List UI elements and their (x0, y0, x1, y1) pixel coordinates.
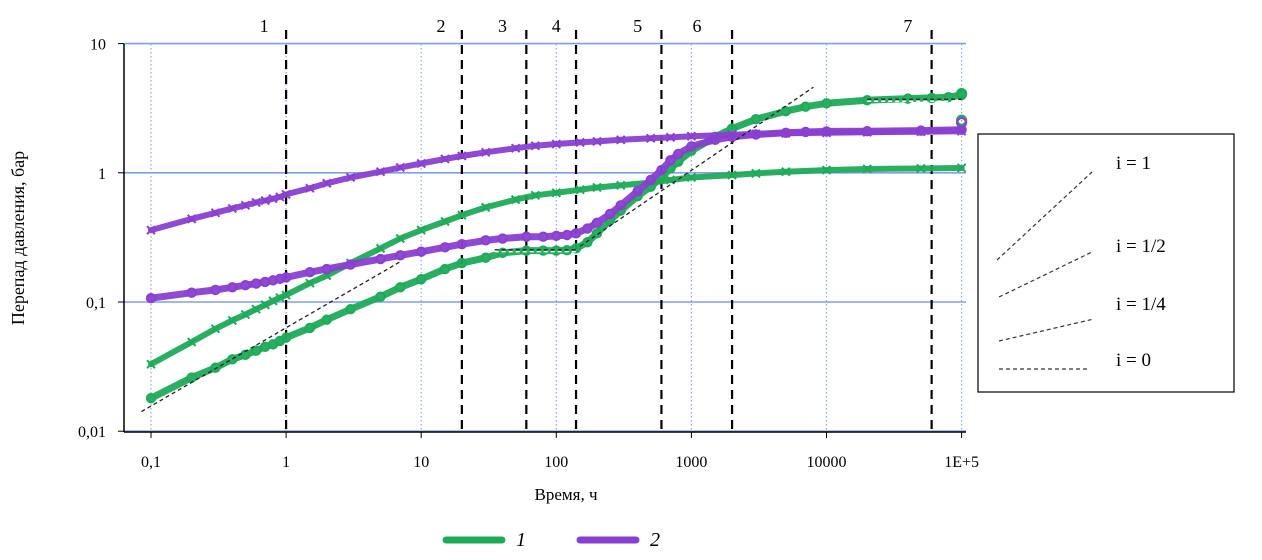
x-axis-label: Время, ч (534, 485, 597, 504)
zone-label: 7 (903, 16, 912, 36)
series-legend-label: 2 (650, 529, 660, 551)
x-tick-label: 1 (282, 454, 290, 471)
y-tick-label: 10 (90, 37, 106, 54)
x-tick-labels: 0,1 1 10 100 1000 10000 1E+5 (141, 432, 979, 471)
zone-label: 4 (552, 16, 561, 36)
reference-line (141, 261, 401, 413)
x-tick-label: 1E+5 (944, 454, 979, 471)
y-axis-label: Перепад давления, бар (8, 151, 28, 325)
slope-legend-line (998, 318, 1095, 342)
x-tick-label: 100 (544, 454, 568, 471)
series-1-pressure (145, 89, 967, 404)
series-1-derivative (146, 163, 967, 369)
slope-legend-label: i = 1/2 (1116, 236, 1166, 257)
series-trace (147, 91, 966, 402)
end-marker (955, 116, 968, 129)
y-tick-label: 0,01 (78, 424, 106, 441)
series-legend-label: 1 (516, 529, 526, 551)
y-tick-label: 1 (98, 166, 106, 183)
series-trace (148, 165, 965, 368)
y-tick-labels: 0,01 0,1 1 10 (78, 37, 124, 441)
reference-lines (141, 86, 962, 413)
x-tick-label: 0,1 (141, 454, 161, 471)
series-2-derivative (146, 126, 967, 235)
x-tick-label: 10000 (807, 454, 847, 471)
slope-legend-box (977, 133, 1235, 393)
zone-label: 3 (498, 16, 507, 36)
reference-line (579, 86, 814, 247)
axes (123, 44, 966, 433)
zone-label: 2 (436, 16, 445, 36)
slope-legend-line (998, 251, 1093, 298)
slope-legend-line (996, 171, 1093, 261)
zone-label: 1 (260, 16, 269, 36)
data-series (145, 88, 968, 404)
slope-legend-label: i = 1 (1116, 153, 1151, 174)
slope-legend: i = 1 i = 1/2 i = 1/4 i = 0 (977, 133, 1235, 393)
slope-legend-label: i = 0 (1116, 350, 1151, 371)
end-marker (955, 88, 968, 100)
zone-label: 5 (633, 16, 642, 36)
x-tick-label: 1000 (675, 454, 707, 471)
slope-legend-label: i = 1/4 (1116, 294, 1166, 315)
y-tick-label: 0,1 (86, 295, 106, 312)
zone-label: 6 (692, 16, 701, 36)
series-trace (148, 128, 965, 234)
x-tick-label: 10 (413, 454, 429, 471)
